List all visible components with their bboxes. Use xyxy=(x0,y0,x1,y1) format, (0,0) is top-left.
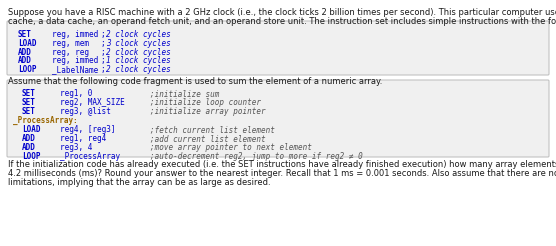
Text: ;: ; xyxy=(100,39,105,48)
Text: ADD: ADD xyxy=(18,56,32,65)
Text: LOAD: LOAD xyxy=(22,125,41,134)
Text: ;: ; xyxy=(100,47,105,57)
FancyBboxPatch shape xyxy=(7,21,549,75)
Text: ;: ; xyxy=(100,65,105,74)
Text: 3 clock cycles: 3 clock cycles xyxy=(106,39,171,48)
Text: _ProcessArray:: _ProcessArray: xyxy=(13,116,78,125)
Text: reg, reg: reg, reg xyxy=(52,47,89,57)
Text: ;move array pointer to next element: ;move array pointer to next element xyxy=(150,143,312,152)
Text: 4.2 milliseconds (ms)? Round your answer to the nearest integer. Recall that 1 m: 4.2 milliseconds (ms)? Round your answer… xyxy=(8,169,556,178)
Text: reg4, [reg3]: reg4, [reg3] xyxy=(60,125,116,134)
Text: limitations, implying that the array can be as large as desired.: limitations, implying that the array can… xyxy=(8,178,271,187)
Text: 1 clock cycles: 1 clock cycles xyxy=(106,56,171,65)
Text: reg1, 0: reg1, 0 xyxy=(60,89,92,98)
Text: SET: SET xyxy=(22,98,36,107)
Text: ADD: ADD xyxy=(18,47,32,57)
Text: 2 clock cycles: 2 clock cycles xyxy=(106,65,171,74)
Text: Suppose you have a RISC machine with a 2 GHz clock (i.e., the clock ticks 2 bill: Suppose you have a RISC machine with a 2… xyxy=(8,8,556,17)
Text: ADD: ADD xyxy=(22,134,36,143)
Text: ;auto-decrement reg2, jump to more if reg2 ≠ 0: ;auto-decrement reg2, jump to more if re… xyxy=(150,152,363,161)
Text: ;initialize array pointer: ;initialize array pointer xyxy=(150,107,266,116)
Text: SET: SET xyxy=(22,107,36,116)
Text: _ProcessArray: _ProcessArray xyxy=(60,152,120,161)
Text: 2 clock cycles: 2 clock cycles xyxy=(106,30,171,39)
Text: LOAD: LOAD xyxy=(18,39,37,48)
Text: cache, a data cache, an operand fetch unit, and an operand store unit. The instr: cache, a data cache, an operand fetch un… xyxy=(8,17,556,26)
Text: reg, mem: reg, mem xyxy=(52,39,89,48)
Text: ;initialize loop counter: ;initialize loop counter xyxy=(150,98,261,107)
Text: ;initialize sum: ;initialize sum xyxy=(150,89,220,98)
Text: reg2, MAX_SIZE: reg2, MAX_SIZE xyxy=(60,98,125,107)
Text: reg3, 4: reg3, 4 xyxy=(60,143,92,152)
Text: ;add current list element: ;add current list element xyxy=(150,134,266,143)
Text: 2 clock cycles: 2 clock cycles xyxy=(106,47,171,57)
Text: ;fetch current list element: ;fetch current list element xyxy=(150,125,275,134)
Text: LOOP: LOOP xyxy=(22,152,41,161)
Text: If the initialization code has already executed (i.e. the SET instructions have : If the initialization code has already e… xyxy=(8,160,556,169)
Text: ADD: ADD xyxy=(22,143,36,152)
Text: LOOP: LOOP xyxy=(18,65,37,74)
Text: reg1, reg4: reg1, reg4 xyxy=(60,134,106,143)
Text: SET: SET xyxy=(22,89,36,98)
Text: reg3, @list: reg3, @list xyxy=(60,107,111,116)
Text: ;: ; xyxy=(100,56,105,65)
Text: Assume that the following code fragment is used to sum the element of a numeric : Assume that the following code fragment … xyxy=(8,77,383,86)
Text: SET: SET xyxy=(18,30,32,39)
FancyBboxPatch shape xyxy=(7,80,549,157)
Text: _LabelName: _LabelName xyxy=(52,65,98,74)
Text: reg, immed: reg, immed xyxy=(52,30,98,39)
Text: reg, immed: reg, immed xyxy=(52,56,98,65)
Text: ;: ; xyxy=(100,30,105,39)
